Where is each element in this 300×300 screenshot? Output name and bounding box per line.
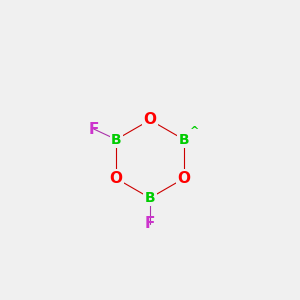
- Text: B: B: [145, 191, 155, 205]
- Text: B: B: [111, 133, 122, 146]
- Text: F: F: [145, 216, 155, 231]
- Text: B: B: [178, 133, 189, 146]
- Text: O: O: [177, 171, 190, 186]
- Text: F: F: [88, 122, 99, 136]
- Text: ^: ^: [190, 126, 200, 136]
- Text: O: O: [110, 171, 123, 186]
- Text: O: O: [143, 112, 157, 128]
